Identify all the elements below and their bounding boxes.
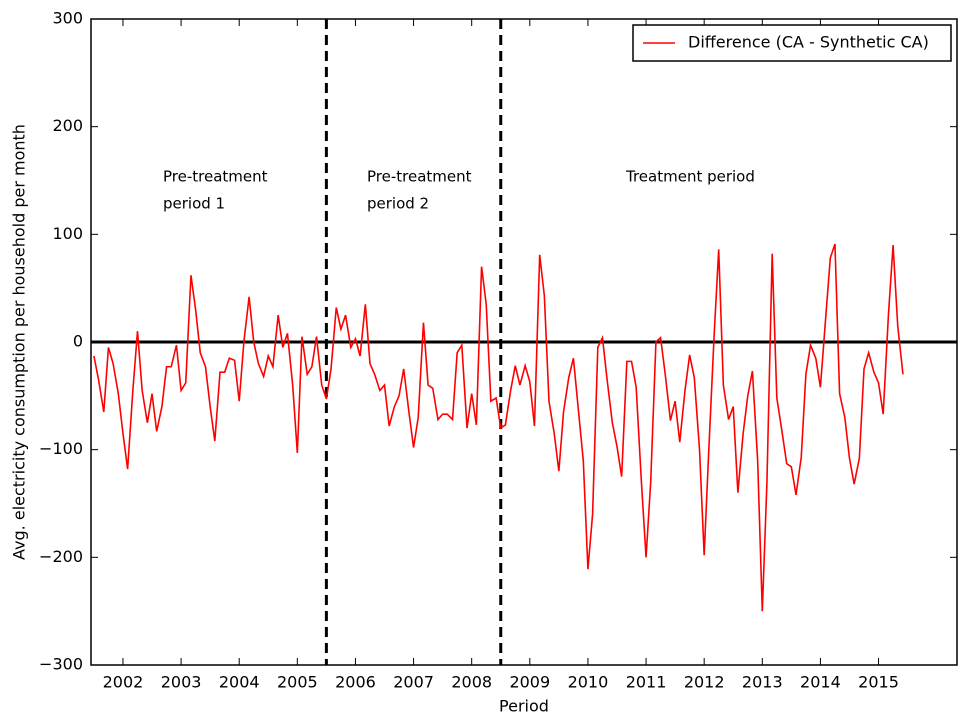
x-tick-label: 2012 (684, 673, 725, 692)
annotation: Treatment period (625, 168, 755, 186)
annotation: period 1 (163, 195, 225, 213)
x-tick-label: 2009 (509, 673, 550, 692)
legend-label: Difference (CA - Synthetic CA) (688, 33, 929, 52)
y-tick-label: 0 (73, 332, 83, 351)
legend-box (632, 24, 952, 62)
x-tick-label: 2004 (219, 673, 260, 692)
annotation: period 2 (367, 195, 429, 213)
data-line (93, 243, 904, 612)
y-tick-label: −100 (39, 439, 83, 458)
y-tick-label: 300 (52, 9, 83, 28)
x-tick-label: 2015 (858, 673, 899, 692)
x-tick-label: 2006 (335, 673, 376, 692)
x-tick-label: 2013 (742, 673, 783, 692)
y-tick-label: 200 (52, 116, 83, 135)
x-tick-label: 2014 (800, 673, 841, 692)
annotation: Pre-treatment (367, 168, 472, 186)
x-tick-label: 2008 (451, 673, 492, 692)
y-tick-label: −300 (39, 655, 83, 674)
x-tick-label: 2010 (568, 673, 609, 692)
x-axis-label: Period (499, 697, 549, 716)
plot-frame (90, 18, 958, 666)
annotation: Pre-treatment (163, 168, 268, 186)
y-tick-label: 100 (52, 224, 83, 243)
x-tick-label: 2011 (626, 673, 667, 692)
x-tick-label: 2002 (103, 673, 144, 692)
x-tick-label: 2003 (161, 673, 202, 692)
y-axis-label: Avg. electricity consumption per househo… (10, 124, 29, 560)
y-tick-label: −200 (39, 547, 83, 566)
x-tick-label: 2005 (277, 673, 318, 692)
x-tick-label: 2007 (393, 673, 434, 692)
